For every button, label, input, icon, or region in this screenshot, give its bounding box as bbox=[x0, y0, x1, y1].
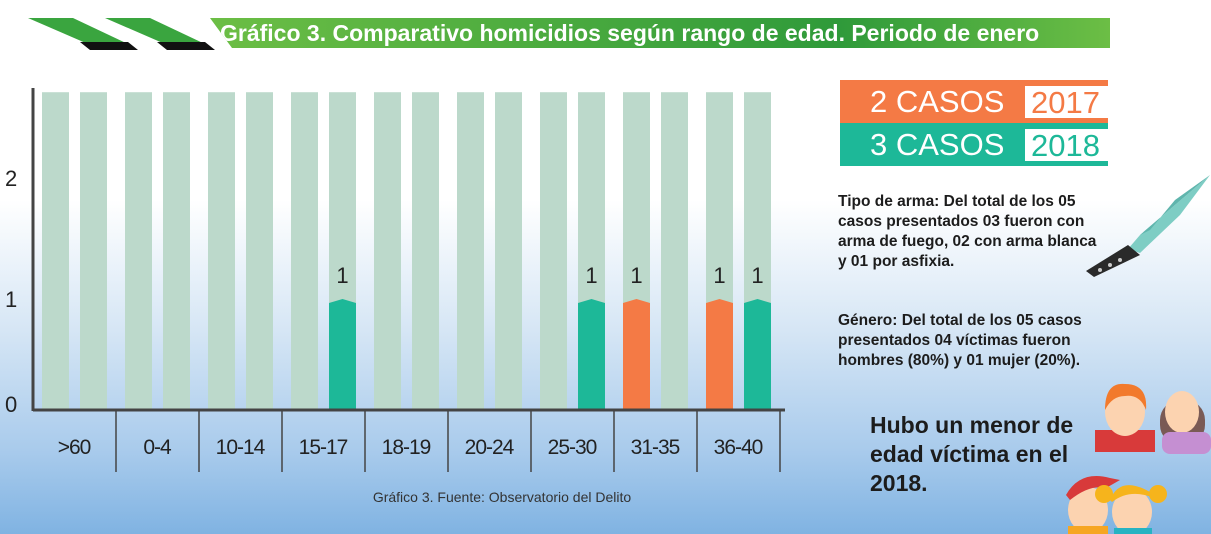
background-bar bbox=[125, 92, 152, 411]
legend-year: 2018 bbox=[1025, 129, 1111, 163]
background-bar bbox=[163, 92, 190, 411]
bar-2017 bbox=[623, 299, 650, 410]
x-tick-label: 0-4 bbox=[143, 436, 172, 459]
y-tick-label: 1 bbox=[5, 287, 17, 312]
x-tick-label: 10-14 bbox=[216, 436, 266, 459]
bar-2018 bbox=[329, 299, 356, 410]
legend-year: 2017 bbox=[1025, 86, 1111, 120]
data-label: 1 bbox=[630, 263, 642, 288]
legend: 2 CASOS 2017 3 CASOS 2018 bbox=[840, 80, 1111, 170]
background-bar bbox=[495, 92, 522, 411]
x-tick-label: 18-19 bbox=[382, 436, 431, 459]
legend-label: 3 CASOS bbox=[870, 127, 1005, 162]
legend-label: 2 CASOS bbox=[870, 84, 1005, 119]
gender-note: Género: Del total de los 05 casos presen… bbox=[838, 312, 1082, 369]
background-bar bbox=[540, 92, 567, 411]
x-tick-label: >60 bbox=[58, 436, 91, 459]
background-bar bbox=[42, 92, 69, 411]
bar-2018 bbox=[744, 299, 771, 410]
y-tick-label: 0 bbox=[5, 392, 17, 417]
data-label: 1 bbox=[751, 263, 763, 288]
legend-2017: 2 CASOS 2017 bbox=[840, 80, 1111, 123]
background-bar bbox=[457, 92, 484, 411]
decor-stripe bbox=[28, 18, 138, 50]
y-tick-label: 2 bbox=[5, 166, 17, 191]
decor-stripe bbox=[105, 18, 215, 50]
x-tick-label: 25-30 bbox=[548, 436, 597, 459]
chart-caption: Gráfico 3. Fuente: Observatorio del Deli… bbox=[373, 489, 632, 505]
x-tick-label: 15-17 bbox=[299, 436, 348, 459]
knife-icon bbox=[1086, 175, 1210, 277]
x-tick-label: 31-35 bbox=[631, 436, 680, 459]
weapon-note: Tipo de arma: Del total de los 05 casos … bbox=[838, 193, 1097, 270]
data-label: 1 bbox=[713, 263, 725, 288]
chart-title: Gráfico 3. Comparativo homicidios según … bbox=[210, 18, 1110, 48]
background-bar bbox=[291, 92, 318, 411]
background-bar bbox=[80, 92, 107, 411]
bar-2017 bbox=[706, 299, 733, 410]
bar-2018 bbox=[578, 299, 605, 410]
background-bar bbox=[246, 92, 273, 411]
background-bar bbox=[208, 92, 235, 411]
legend-2018: 3 CASOS 2018 bbox=[840, 123, 1111, 166]
data-label: 1 bbox=[585, 263, 597, 288]
background-bar bbox=[661, 92, 688, 411]
x-tick-label: 20-24 bbox=[465, 436, 515, 459]
data-label: 1 bbox=[336, 263, 348, 288]
children-icon bbox=[1066, 383, 1211, 534]
minor-note: Hubo un menor de edad víctima en el 2018… bbox=[870, 412, 1074, 496]
background-bar bbox=[374, 92, 401, 411]
x-tick-label: 36-40 bbox=[714, 436, 763, 459]
background-bar bbox=[412, 92, 439, 411]
bar-chart: >60 0-4 10-14 1 15-17 18-19 20-24 1 25-30 1 31-35 1… bbox=[5, 88, 785, 505]
